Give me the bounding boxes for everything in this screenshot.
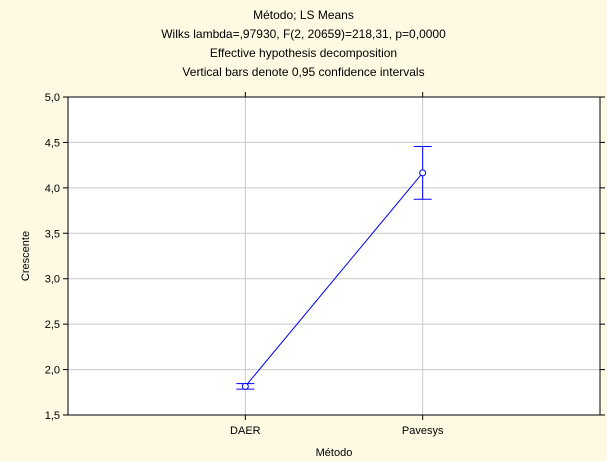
y-tick-label: 3,0 (45, 274, 60, 286)
data-point (241, 382, 249, 390)
y-tick-label: 3,5 (45, 228, 60, 240)
plot-frame (67, 96, 601, 416)
series-line (244, 172, 424, 387)
chart-title-line-2: Wilks lambda=,97930, F(2, 20659)=218,31,… (161, 27, 446, 41)
chart-title-line-1: Método; LS Means (253, 8, 354, 22)
y-tick-label: 4,5 (45, 137, 60, 149)
x-axis-title: Método (316, 447, 353, 459)
y-tick-label: 5,0 (45, 92, 60, 104)
y-tick-label: 2,5 (45, 319, 60, 331)
x-tick-label: Pavesys (402, 425, 444, 437)
plot-area (68, 97, 600, 415)
chart-title-line-3: Effective hypothesis decomposition (210, 46, 397, 60)
x-tick-label: DAER (230, 425, 261, 437)
chart-title-line-4: Vertical bars denote 0,95 confidence int… (182, 65, 424, 79)
y-axis-title: Crescente (20, 231, 32, 281)
axes: 1,5 2,0 2,5 3,0 3,5 4,0 4,5 5,0 DAER Pavesys (45, 92, 605, 437)
y-tick-label: 4,0 (45, 183, 60, 195)
data-series (236, 146, 432, 390)
y-tick-label: 1,5 (45, 410, 60, 422)
y-tick-label: 2,0 (45, 365, 60, 377)
data-point (419, 169, 427, 177)
